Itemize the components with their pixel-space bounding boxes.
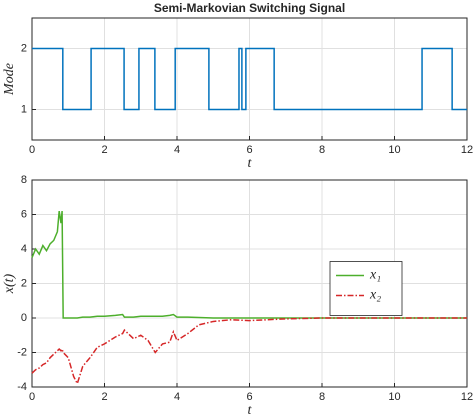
legend-box bbox=[329, 261, 403, 316]
y-tick-label: 2 bbox=[21, 277, 27, 289]
y-tick-label: -2 bbox=[17, 346, 27, 358]
y-axis-label: Mode bbox=[2, 63, 17, 96]
legend: x₁ x₂ bbox=[329, 261, 403, 316]
chart-title: Semi-Markovian Switching Signal bbox=[154, 1, 345, 15]
data-line bbox=[31, 317, 467, 386]
y-tick-label: 0 bbox=[21, 312, 27, 324]
y-tick-label: 8 bbox=[21, 174, 27, 186]
y-tick-label: 6 bbox=[21, 208, 27, 220]
x-tick-label: 4 bbox=[174, 391, 180, 403]
x-tick-label: 6 bbox=[246, 144, 252, 156]
x-tick-label: 4 bbox=[174, 144, 180, 156]
plot-frame bbox=[31, 179, 468, 388]
x-tick-label: 8 bbox=[319, 391, 325, 403]
legend-label: x₂ bbox=[369, 288, 381, 303]
x-tick-label: 0 bbox=[29, 144, 35, 156]
x-axis-label: t bbox=[248, 403, 253, 417]
y-tick-label: 1 bbox=[21, 103, 27, 115]
x-tick-label: 10 bbox=[388, 144, 400, 156]
y-tick-label: 2 bbox=[21, 42, 27, 54]
x-tick-label: 2 bbox=[101, 144, 107, 156]
x-tick-label: 6 bbox=[246, 391, 252, 403]
y-tick-label: -4 bbox=[17, 381, 27, 393]
x-tick-label: 0 bbox=[29, 391, 35, 403]
x-tick-label: 8 bbox=[319, 144, 325, 156]
x-tick-label: 2 bbox=[101, 391, 107, 403]
x-axis-label: t bbox=[248, 156, 253, 171]
legend-label: x₁ bbox=[369, 268, 381, 283]
plot-frame bbox=[31, 17, 468, 141]
y-tick-label: 4 bbox=[21, 243, 27, 255]
data-line bbox=[31, 210, 467, 319]
x-tick-label: 12 bbox=[461, 391, 473, 403]
data-line bbox=[32, 47, 467, 111]
x-tick-label: 10 bbox=[388, 391, 400, 403]
y-axis-label: x(t) bbox=[2, 273, 17, 294]
x-tick-label: 12 bbox=[461, 144, 473, 156]
